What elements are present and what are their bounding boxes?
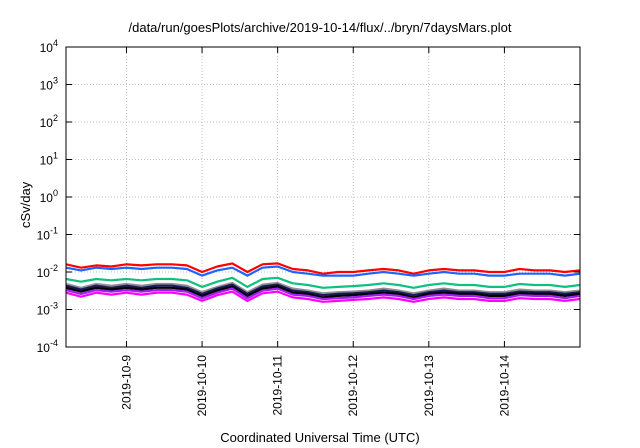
series-line-red	[65, 262, 581, 275]
y-tick-label: 103	[40, 76, 58, 93]
x-tick-label: 2019-10-12	[346, 355, 360, 417]
axis-ticks: 10-4 10-3 10-2 10-1 100 101 102 103 104 2019-10-9…	[37, 38, 580, 416]
chart-title: /data/run/goesPlots/archive/2019-10-14/f…	[128, 20, 512, 35]
x-tick-label: 2019-10-13	[422, 355, 436, 417]
y-tick-label: 10-2	[37, 263, 58, 280]
y-tick-label: 10-3	[37, 301, 58, 318]
series-line-purple	[65, 287, 581, 301]
series-line-green	[65, 276, 581, 289]
y-tick-label: 100	[40, 188, 58, 205]
y-tick-label: 10-4	[37, 338, 58, 355]
series-line-blue	[65, 265, 581, 277]
plot-frame	[65, 46, 581, 348]
y-tick-label: 10-1	[37, 226, 58, 243]
x-axis-label: Coordinated Universal Time (UTC)	[220, 430, 420, 445]
y-tick-label: 102	[40, 113, 58, 130]
series-line-black	[65, 285, 581, 299]
series-line-gray	[65, 281, 581, 295]
series-line-magenta	[65, 290, 581, 303]
series-line-navy	[65, 283, 581, 297]
y-tick-label: 101	[40, 151, 58, 168]
x-tick-label: 2019-10-11	[271, 355, 285, 416]
x-tick-label: 2019-10-9	[119, 355, 133, 410]
x-tick-label: 2019-10-14	[497, 355, 511, 417]
y-tick-label: 104	[40, 38, 58, 55]
series-group	[65, 262, 581, 303]
x-tick-label: 2019-10-10	[195, 355, 209, 417]
